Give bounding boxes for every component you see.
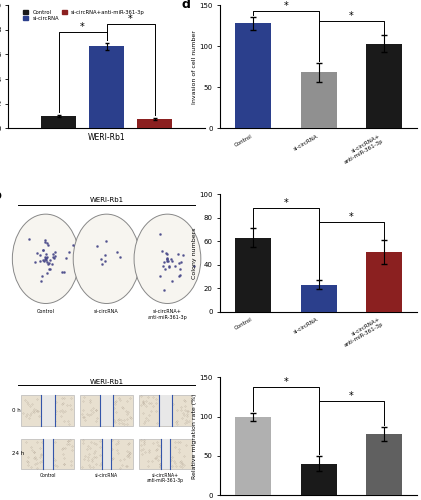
FancyBboxPatch shape xyxy=(102,438,112,469)
FancyBboxPatch shape xyxy=(80,395,133,426)
Text: *: * xyxy=(128,14,133,24)
FancyBboxPatch shape xyxy=(80,438,133,469)
Bar xyxy=(41,116,76,128)
Text: si-circRNA+
anti-miR-361-3p: si-circRNA+ anti-miR-361-3p xyxy=(148,310,187,320)
Ellipse shape xyxy=(73,214,140,304)
Text: si-circRNA: si-circRNA xyxy=(94,310,119,314)
Y-axis label: Relative migration rate (%): Relative migration rate (%) xyxy=(192,394,197,479)
Text: 24 h: 24 h xyxy=(12,452,24,456)
Y-axis label: Colony numbers: Colony numbers xyxy=(192,227,197,278)
FancyBboxPatch shape xyxy=(139,438,192,469)
Y-axis label: Invasion of cell number: Invasion of cell number xyxy=(192,30,197,104)
Text: d: d xyxy=(181,0,190,10)
Text: *: * xyxy=(80,22,85,32)
Text: WERI-Rb1: WERI-Rb1 xyxy=(90,196,124,202)
Bar xyxy=(137,119,172,128)
Bar xyxy=(301,464,337,495)
FancyBboxPatch shape xyxy=(160,438,171,469)
Text: *: * xyxy=(283,1,288,11)
Bar xyxy=(235,238,271,312)
Bar xyxy=(301,284,337,312)
Bar xyxy=(366,252,402,312)
Text: b: b xyxy=(0,190,2,202)
Bar xyxy=(301,72,337,128)
Text: Control: Control xyxy=(40,472,56,478)
Ellipse shape xyxy=(12,214,79,304)
FancyBboxPatch shape xyxy=(100,395,113,426)
Text: si-circRNA+
anti-miR-361-3p: si-circRNA+ anti-miR-361-3p xyxy=(147,472,184,484)
Legend: Control, si-circRNA, si-circRNA+anti-miR-361-3p: Control, si-circRNA, si-circRNA+anti-miR… xyxy=(21,8,147,23)
Text: Control: Control xyxy=(37,310,55,314)
Bar xyxy=(366,44,402,128)
Text: WERI-Rb1: WERI-Rb1 xyxy=(90,378,124,384)
Text: *: * xyxy=(283,198,288,208)
Bar xyxy=(235,416,271,495)
Ellipse shape xyxy=(134,214,201,304)
Text: si-circRNA: si-circRNA xyxy=(95,472,118,478)
FancyBboxPatch shape xyxy=(159,395,172,426)
FancyBboxPatch shape xyxy=(21,438,74,469)
FancyBboxPatch shape xyxy=(21,395,74,426)
Text: *: * xyxy=(349,12,354,22)
Bar xyxy=(366,434,402,495)
FancyBboxPatch shape xyxy=(43,438,53,469)
FancyBboxPatch shape xyxy=(41,395,55,426)
Bar xyxy=(89,46,124,128)
Text: *: * xyxy=(349,212,354,222)
Bar xyxy=(235,23,271,128)
FancyBboxPatch shape xyxy=(139,395,192,426)
Text: *: * xyxy=(349,391,354,401)
Text: 0 h: 0 h xyxy=(12,408,21,413)
Text: *: * xyxy=(283,377,288,387)
